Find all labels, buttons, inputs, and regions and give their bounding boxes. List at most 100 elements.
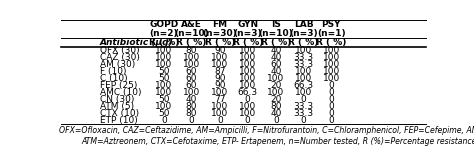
Text: 80: 80	[270, 102, 282, 111]
Text: 100: 100	[155, 102, 173, 111]
Text: 100: 100	[295, 67, 312, 76]
Text: R ( %): R ( %)	[176, 38, 207, 47]
Text: (n=3): (n=3)	[289, 29, 318, 38]
Text: 87: 87	[214, 67, 226, 76]
Text: (n=2): (n=2)	[150, 29, 178, 38]
Text: 80: 80	[186, 46, 197, 55]
Text: 100: 100	[239, 60, 256, 69]
Text: 0: 0	[301, 116, 306, 125]
Text: C (10): C (10)	[100, 74, 128, 83]
Text: 0: 0	[245, 116, 251, 125]
Text: (n=1): (n=1)	[317, 29, 346, 38]
Text: 100: 100	[239, 74, 256, 83]
Text: 100: 100	[322, 46, 340, 55]
Text: 50: 50	[158, 74, 170, 83]
Text: 100: 100	[239, 67, 256, 76]
Text: 100: 100	[295, 88, 312, 97]
Text: 100: 100	[239, 46, 256, 55]
Text: FM: FM	[212, 20, 228, 29]
Text: 100: 100	[183, 88, 200, 97]
Text: R ( %): R ( %)	[233, 38, 263, 47]
Text: 60: 60	[186, 67, 197, 76]
Text: Antibiotic (μg): Antibiotic (μg)	[100, 38, 173, 47]
Text: 50: 50	[158, 95, 170, 104]
Text: 90: 90	[214, 74, 226, 83]
Text: 33.3: 33.3	[293, 53, 314, 62]
Text: 40: 40	[270, 109, 282, 118]
Text: 100: 100	[155, 60, 173, 69]
Text: 100: 100	[322, 67, 340, 76]
Text: ETP (10): ETP (10)	[100, 116, 137, 125]
Text: 100: 100	[239, 109, 256, 118]
Text: CTX (10): CTX (10)	[100, 109, 139, 118]
Text: (n=10): (n=10)	[259, 29, 293, 38]
Text: 50: 50	[158, 109, 170, 118]
Text: (n=10): (n=10)	[174, 29, 209, 38]
Text: 90: 90	[214, 46, 226, 55]
Text: 100: 100	[155, 81, 173, 90]
Text: 0: 0	[328, 81, 334, 90]
Text: ATM=Aztreonem, CTX=Cefotaxime, ETP- Ertapenem, n=Number tested, R (%)=Percentage: ATM=Aztreonem, CTX=Cefotaxime, ETP- Erta…	[82, 137, 474, 146]
Text: 0: 0	[328, 102, 334, 111]
Text: R ( %): R ( %)	[149, 38, 179, 47]
Text: 60: 60	[186, 74, 197, 83]
Text: 100: 100	[211, 53, 228, 62]
Text: 100: 100	[211, 109, 228, 118]
Text: 40: 40	[186, 95, 197, 104]
Text: 60: 60	[186, 81, 197, 90]
Text: F (10): F (10)	[100, 67, 126, 76]
Text: LAB: LAB	[294, 20, 313, 29]
Text: 40: 40	[270, 53, 282, 62]
Text: 33.3: 33.3	[293, 102, 314, 111]
Text: 100: 100	[322, 53, 340, 62]
Text: OFX (30): OFX (30)	[100, 46, 139, 55]
Text: 50: 50	[158, 67, 170, 76]
Text: A&E: A&E	[181, 20, 202, 29]
Text: 100: 100	[267, 74, 284, 83]
Text: 100: 100	[155, 46, 173, 55]
Text: 100: 100	[295, 74, 312, 83]
Text: R ( %): R ( %)	[205, 38, 235, 47]
Text: AM (30): AM (30)	[100, 60, 135, 69]
Text: 77: 77	[214, 95, 226, 104]
Text: 0: 0	[301, 95, 306, 104]
Text: 0: 0	[328, 109, 334, 118]
Text: 100: 100	[211, 60, 228, 69]
Text: (n=3): (n=3)	[233, 29, 262, 38]
Text: 100: 100	[322, 74, 340, 83]
Text: 0: 0	[328, 116, 334, 125]
Text: 100: 100	[155, 88, 173, 97]
Text: 0: 0	[245, 95, 251, 104]
Text: ATM (5): ATM (5)	[100, 102, 134, 111]
Text: 100: 100	[322, 60, 340, 69]
Text: 100: 100	[239, 102, 256, 111]
Text: 40: 40	[270, 46, 282, 55]
Text: R ( %): R ( %)	[316, 38, 346, 47]
Text: 100: 100	[211, 102, 228, 111]
Text: AMC (10): AMC (10)	[100, 88, 141, 97]
Text: 100: 100	[295, 46, 312, 55]
Text: 0: 0	[328, 88, 334, 97]
Text: 100: 100	[267, 88, 284, 97]
Text: 100: 100	[239, 81, 256, 90]
Text: 66.3: 66.3	[293, 81, 314, 90]
Text: OFX=Ofloxacin, CAZ=Ceftazidime, AM=Ampicilli, F=Nitrofurantoin, C=Chloramphenico: OFX=Ofloxacin, CAZ=Ceftazidime, AM=Ampic…	[59, 126, 474, 135]
Text: 100: 100	[183, 53, 200, 62]
Text: 80: 80	[186, 109, 197, 118]
Text: FEP (25): FEP (25)	[100, 81, 137, 90]
Text: GYN: GYN	[237, 20, 258, 29]
Text: 0: 0	[189, 116, 194, 125]
Text: R ( %): R ( %)	[288, 38, 319, 47]
Text: 33.3: 33.3	[293, 109, 314, 118]
Text: CN (30): CN (30)	[100, 95, 134, 104]
Text: 20: 20	[270, 81, 282, 90]
Text: (n=30): (n=30)	[202, 29, 237, 38]
Text: 0: 0	[328, 95, 334, 104]
Text: 100: 100	[155, 53, 173, 62]
Text: GOPD: GOPD	[149, 20, 179, 29]
Text: 80: 80	[186, 102, 197, 111]
Text: PSY: PSY	[321, 20, 341, 29]
Text: 100: 100	[211, 88, 228, 97]
Text: 0: 0	[273, 116, 279, 125]
Text: 60: 60	[270, 60, 282, 69]
